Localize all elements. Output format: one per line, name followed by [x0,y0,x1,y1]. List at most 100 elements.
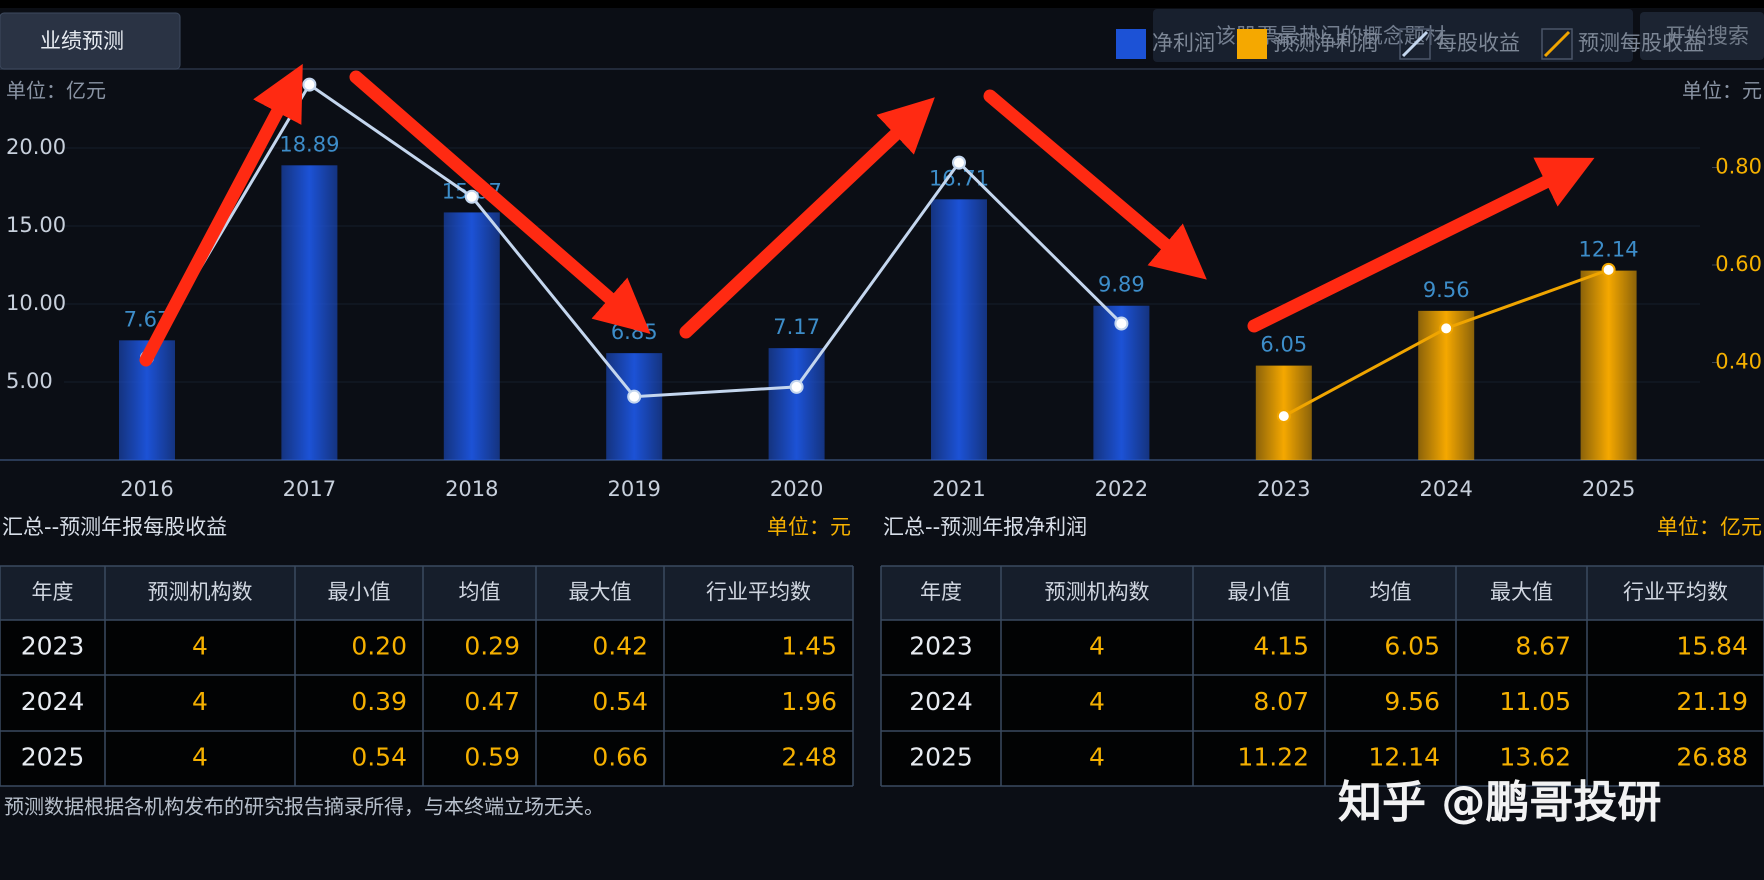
table-body-bg [881,620,1764,786]
bar [931,199,987,460]
legend-label: 预测每股收益 [1578,31,1704,55]
point [1276,409,1291,424]
bar [1093,305,1150,460]
table-cell: 0.39 [351,687,407,716]
legend-swatch [1541,28,1573,60]
legend-label: 每股收益 [1436,31,1520,55]
legend-swatch-line [1401,30,1429,58]
table-header: 预测机构数 [1045,580,1150,604]
table-year: 2025 [909,743,973,772]
table-header: 最大值 [569,580,632,604]
table-cell: 9.56 [1384,687,1440,716]
table-cell: 4 [192,632,208,661]
plot: 单位：亿元 单位：元 5.00 10.00 15.00 20.00 0.40 0.60 0.80… [0,28,1764,501]
y-tick-label: 10.00 [6,291,66,315]
table-header-bg [881,566,1764,620]
table-cell: 4 [1089,632,1105,661]
value-label: 6.05 [1260,333,1307,357]
table-cell: 15.84 [1676,632,1748,661]
arrow [139,63,303,367]
table-cell: 11.05 [1499,687,1571,716]
table-header: 最小值 [1228,580,1291,604]
table-unit: 单位：元 [767,515,851,539]
point [627,389,642,404]
table-year: 2023 [21,632,85,661]
table-body-bg [0,620,853,786]
table-cell: 26.88 [1676,743,1748,772]
table-header: 行业平均数 [1623,580,1728,604]
table-header: 均值 [459,580,501,604]
tables: 汇总--预测年报每股收益 单位：元年度 预测机构数 最小值 均值 最大值 行业平均数 2023… [0,515,1764,787]
arrow [349,70,651,334]
value-label: 16.71 [929,166,989,190]
point [952,155,966,170]
table-header: 行业平均数 [706,580,811,604]
legend-swatch [1116,29,1146,59]
y2-tick-label: 0.80 [1715,155,1762,179]
legend-label: 预测净利润 [1273,31,1378,55]
legend-swatch-line [1543,30,1571,58]
x-tick-label: 2018 [445,477,498,501]
point [1114,316,1129,331]
value-label: 12.14 [1579,238,1639,262]
value-label: 9.89 [1098,273,1145,297]
table-cell: 4 [1089,743,1105,772]
table-title: 汇总--预测年报净利润 [883,515,1087,539]
x-tick-label: 2019 [607,477,660,501]
table-year: 2023 [909,632,973,661]
search-box[interactable] [1153,9,1633,62]
table-header: 年度 [920,580,962,604]
search-button[interactable] [1640,12,1764,60]
bar [1418,310,1475,460]
y-tick-label: 20.00 [6,135,66,159]
table-cell: 0.42 [592,632,648,661]
table-cell: 4.15 [1253,632,1309,661]
point [464,189,479,204]
arrow [679,97,935,339]
bar [443,212,500,460]
table-cell: 0.47 [464,687,520,716]
table-unit: 单位：亿元 [1657,515,1762,539]
table-header-bg [0,566,853,620]
table-cell: 8.07 [1253,687,1309,716]
point [302,77,317,92]
unit-left: 单位：亿元 [6,79,106,103]
footer-note: 预测数据根据各机构发布的研究报告摘录所得，与本终端立场无关。 [4,795,604,819]
y2-tick-label: 0.60 [1715,252,1762,276]
bar [1580,270,1637,460]
bar [606,353,663,460]
table-header: 最大值 [1490,580,1553,604]
point [1601,262,1616,277]
table-cell: 1.45 [781,632,837,661]
value-label: 18.89 [279,132,339,156]
table-cell: 0.54 [351,743,407,772]
x-tick-label: 2017 [283,477,336,501]
point [1439,321,1454,336]
table-cell: 21.19 [1676,687,1748,716]
table-title: 汇总--预测年报每股收益 [2,515,227,539]
table-cell: 0.66 [592,743,648,772]
table-header: 均值 [1370,580,1412,604]
table-cell: 13.62 [1499,743,1571,772]
table-cell: 0.20 [351,632,407,661]
table-cell: 8.67 [1515,632,1571,661]
x-tick-label: 2016 [120,477,173,501]
table-cell: 11.22 [1237,743,1309,772]
table-cell: 4 [1089,687,1105,716]
watermark: 知乎 @鹏哥投研 [1338,777,1661,828]
tab-label[interactable]: 业绩预测 [40,29,124,53]
table-header: 年度 [32,580,74,604]
arrow [1247,157,1595,333]
unit-right: 单位：元 [1682,79,1762,103]
table-cell: 4 [192,687,208,716]
bar [281,165,338,461]
search-button-label[interactable]: 开始搜索 [1665,24,1749,48]
legend-label: 净利润 [1152,31,1215,55]
legend-swatch [1399,28,1431,60]
table-cell: 4 [192,743,208,772]
table-cell: 2.48 [781,743,837,772]
x-tick-label: 2021 [932,477,985,501]
top-strip [0,0,1764,8]
tab[interactable] [0,12,181,70]
